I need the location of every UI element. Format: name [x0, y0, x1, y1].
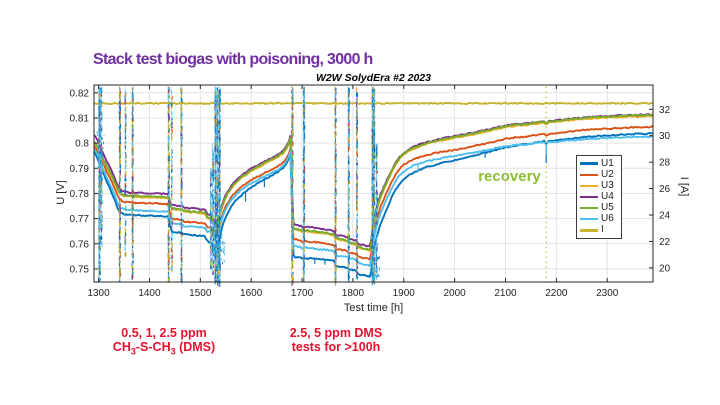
x-axis-label: Test time [h]	[344, 302, 403, 314]
series-U6	[93, 135, 654, 268]
y-left-axis-label: U [V]	[55, 180, 67, 204]
recovery-annotation: recovery	[478, 168, 541, 185]
chart-legend: U1 U2 U3 U4 U5 U6 I	[576, 155, 622, 239]
x-tick-label: 2100	[494, 288, 517, 299]
series-U5	[93, 113, 654, 251]
legend-entry-U6: U6	[577, 214, 621, 224]
legend-line-U6	[580, 218, 598, 221]
y-right-tick-label: 32	[659, 105, 671, 116]
note1-line2: CH3-S-CH3 (DMS)	[112, 339, 216, 356]
down-spikes	[244, 142, 547, 265]
x-tick-label: 2000	[444, 288, 467, 299]
legend-label-U2: U2	[601, 168, 614, 180]
note1-line1: 0.5, 1, 2.5 ppm	[121, 326, 207, 340]
legend-entry-U3: U3	[577, 179, 621, 191]
y-right-tick-label: 28	[659, 158, 671, 169]
y-right-tick-label: 20	[659, 263, 671, 274]
note2-line1: 2.5, 5 ppm DMS	[289, 326, 383, 340]
legend-line-U4	[580, 195, 598, 199]
y-left-tick-label: 0.79	[70, 164, 90, 175]
x-tick-label: 2200	[545, 288, 568, 299]
slide-title: Stack test biogas with poisoning, 3000 h	[93, 51, 373, 68]
y-left-tick-label: 0.81	[70, 113, 90, 124]
x-tick-label: 1700	[291, 288, 314, 299]
y-right-tick-label: 30	[659, 131, 671, 142]
dms-low-ppm-note: 0.5, 1, 2.5 ppm CH3-S-CH3 (DMS)	[94, 326, 234, 359]
noise-columns	[96, 86, 547, 287]
y-right-tick-label: 26	[659, 184, 671, 195]
y-left-tick-label: 0.76	[70, 239, 90, 250]
y-right-tick-label: 24	[659, 211, 671, 222]
legend-line-U2	[580, 173, 598, 176]
y-right-axis-label: I [A]	[678, 177, 690, 197]
y-right-tick-label: 22	[659, 237, 671, 248]
legend-label-U3: U3	[601, 179, 614, 191]
x-tick-label: 1400	[138, 288, 161, 299]
series-U1	[93, 132, 654, 278]
x-tick-label: 1500	[189, 288, 212, 299]
legend-label-U1: U1	[601, 157, 614, 169]
legend-line-U3	[580, 184, 598, 188]
dms-high-ppm-note: 2.5, 5 ppm DMS tests for >100h	[266, 326, 406, 354]
legend-label-U4: U4	[601, 190, 614, 202]
legend-entry-U1: U1	[577, 157, 621, 169]
data-series	[93, 101, 654, 278]
y-left-tick-label: 0.8	[75, 139, 89, 150]
legend-label-U5: U5	[601, 202, 614, 214]
axes: 1300 1400 1500 1600 1700 1800 1900 2000 2100 2200…	[55, 84, 690, 314]
note2-line2: tests for >100h	[291, 339, 381, 354]
y-left-tick-label: 0.77	[70, 214, 90, 225]
x-tick-label: 1600	[240, 288, 263, 299]
series-U2	[93, 125, 654, 261]
y-left-tick-label: 0.75	[70, 264, 90, 275]
x-tick-label: 1300	[87, 288, 110, 299]
chart-title: W2W SolydEra #2 2023	[316, 72, 431, 84]
legend-entry-U2: U2	[577, 168, 621, 180]
legend-label-U6: U6	[601, 213, 614, 225]
x-tick-label: 1900	[393, 288, 416, 299]
legend-entry-U5: U5	[577, 203, 621, 213]
legend-line-I	[580, 229, 598, 232]
x-tick-label: 2300	[596, 288, 619, 299]
y-left-tick-label: 0.82	[70, 88, 90, 99]
legend-line-U1	[580, 162, 598, 165]
legend-entry-I: I	[577, 225, 621, 235]
legend-line-U5	[580, 206, 598, 210]
x-tick-label: 1800	[342, 288, 365, 299]
series-U4	[93, 113, 654, 248]
legend-label-I: I	[601, 224, 604, 236]
legend-entry-U4: U4	[577, 190, 621, 202]
y-left-tick-label: 0.78	[70, 189, 90, 200]
